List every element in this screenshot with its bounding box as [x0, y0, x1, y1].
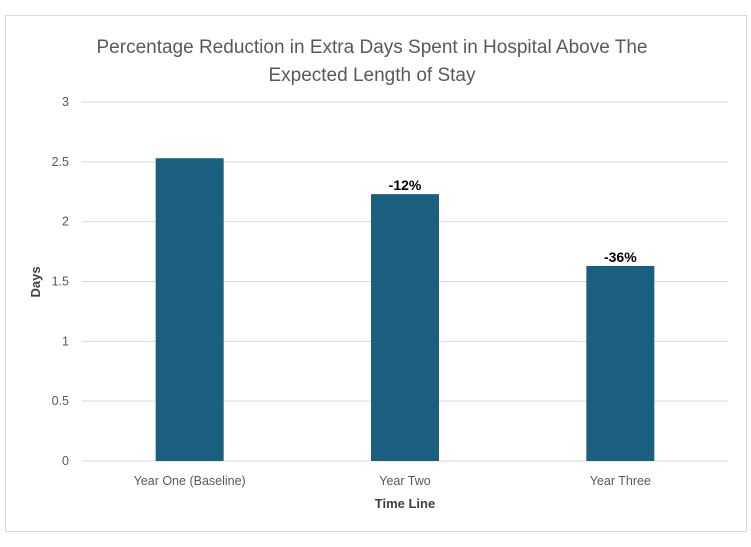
y-axis-title: Days: [28, 266, 43, 297]
y-tick-label: 2: [62, 215, 69, 229]
data-labels: -12% -36%: [389, 177, 638, 265]
x-axis-title: Time Line: [375, 496, 435, 511]
y-axis-ticks: 0 0.5 1 1.5 2 2.5 3: [52, 95, 69, 468]
y-tick-label: 3: [62, 95, 69, 109]
bar: [371, 194, 439, 462]
chart-title-line-2: Expected Length of Stay: [268, 65, 476, 86]
chart-title-line-1: Percentage Reduction in Extra Days Spent…: [97, 37, 648, 58]
x-tick-label: Year Two: [379, 474, 430, 488]
x-axis-ticks: Year One (Baseline) Year Two Year Three: [134, 474, 651, 488]
y-tick-label: 2.5: [52, 155, 69, 169]
bar-data-label: -12%: [389, 177, 422, 193]
bar: [155, 158, 224, 461]
y-tick-label: 0: [62, 454, 69, 468]
y-tick-label: 1.5: [52, 275, 69, 289]
bar: [586, 265, 655, 461]
y-tick-label: 1: [62, 334, 69, 348]
bar-data-label: -36%: [604, 249, 637, 265]
bars: [155, 158, 655, 462]
x-tick-label: Year Three: [590, 474, 651, 488]
x-tick-label: Year One (Baseline): [134, 474, 246, 488]
y-tick-label: 0.5: [52, 394, 69, 408]
